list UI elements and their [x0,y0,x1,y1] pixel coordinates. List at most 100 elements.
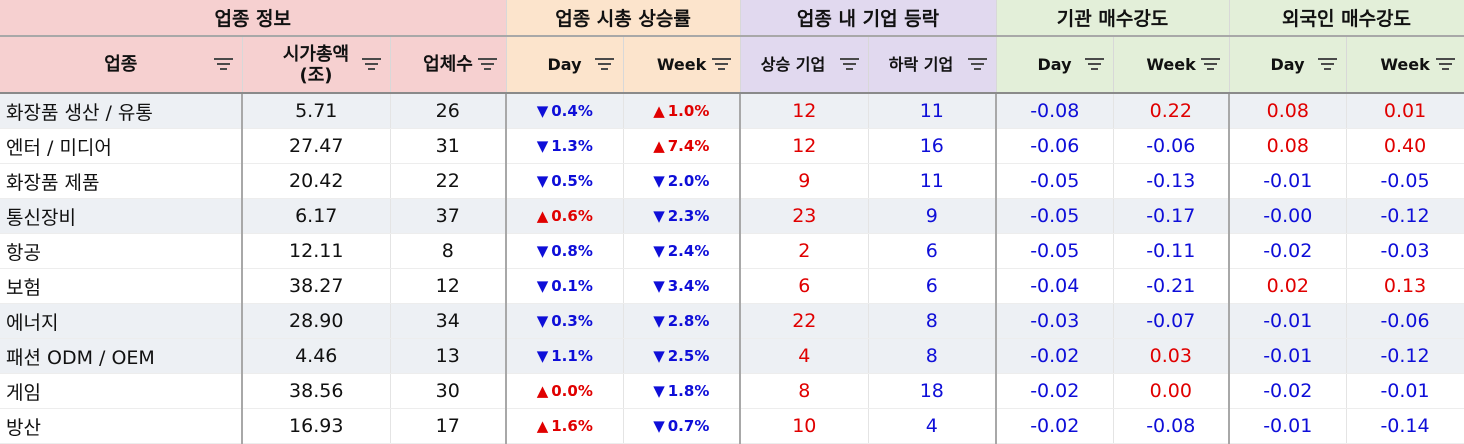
cap-week-cell: ▲ 7.4% [623,128,742,164]
col-header-foreign-week[interactable]: Week [1346,36,1464,94]
rising-count-cell: 8 [740,373,869,409]
col-header-market-cap[interactable]: 시가총액 (조) [242,36,391,94]
cap-week-cell: ▼ 2.4% [623,233,742,269]
market-cap-cell: 27.47 [242,128,391,164]
foreign-week-cell: -0.03 [1346,233,1464,269]
col-header-falling[interactable]: 하락 기업 [868,36,997,94]
foreign-day-cell: -0.00 [1229,198,1347,234]
cap-day-cell: ▲ 1.6% [506,408,624,444]
cap-day-cell: ▼ 0.4% [506,93,624,129]
filter-icon[interactable] [477,58,497,72]
col-header-cap-week[interactable]: Week [623,36,741,94]
inst-day-cell: -0.02 [996,408,1114,444]
table-row: 항공 12.11 8 ▼ 0.8% ▼ 2.4% 2 6 -0.05 -0.11 -… [0,233,1464,269]
filter-icon[interactable] [1435,58,1455,72]
triangle-down-icon: ▼ [536,242,549,260]
inst-day-cell: -0.04 [996,268,1114,304]
group-institution-strength: 기관 매수강도 [996,0,1230,37]
company-count-cell: 30 [390,373,508,409]
company-count-cell: 13 [390,338,508,374]
falling-count-cell: 16 [868,128,998,164]
company-count-cell: 22 [390,163,508,199]
company-count-cell: 37 [390,198,508,234]
cap-day-cell: ▼ 1.1% [506,338,624,374]
rising-count-cell: 22 [740,303,869,339]
sector-name: 엔터 / 미디어 [0,128,243,164]
inst-week-cell: -0.13 [1113,163,1231,199]
triangle-down-icon: ▼ [653,207,665,225]
filter-icon[interactable] [839,58,859,72]
cap-week-cell: ▼ 2.0% [623,163,742,199]
cap-week-cell: ▼ 2.5% [623,338,742,374]
cap-week-cell: ▼ 2.3% [623,198,742,234]
falling-count-cell: 8 [868,338,998,374]
market-cap-cell: 12.11 [242,233,391,269]
foreign-week-cell: -0.01 [1346,373,1464,409]
inst-week-cell: -0.06 [1113,128,1231,164]
triangle-down-icon: ▼ [653,242,665,260]
table-row: 화장품 제품 20.42 22 ▼ 0.5% ▼ 2.0% 9 11 -0.05 -… [0,163,1464,199]
triangle-down-icon: ▼ [536,137,549,155]
inst-week-cell: -0.21 [1113,268,1231,304]
col-header-inst-week[interactable]: Week [1113,36,1230,94]
filter-icon[interactable] [711,58,731,72]
triangle-up-icon: ▲ [536,382,549,400]
triangle-down-icon: ▼ [653,417,665,435]
triangle-down-icon: ▼ [536,312,549,330]
company-count-cell: 31 [390,128,508,164]
col-header-company-count[interactable]: 업체수 [390,36,507,94]
col-header-sector[interactable]: 업종 [0,36,243,94]
company-count-cell: 12 [390,268,508,304]
foreign-week-cell: 0.13 [1346,268,1464,304]
filter-icon[interactable] [213,58,233,72]
sector-name: 항공 [0,233,243,269]
foreign-week-cell: 0.40 [1346,128,1464,164]
inst-week-cell: 0.22 [1113,93,1231,129]
sector-name: 화장품 생산 / 유통 [0,93,243,129]
triangle-down-icon: ▼ [536,102,549,120]
foreign-week-cell: -0.12 [1346,198,1464,234]
triangle-up-icon: ▲ [653,137,665,155]
filter-icon[interactable] [594,58,614,72]
falling-count-cell: 8 [868,303,998,339]
rising-count-cell: 2 [740,233,869,269]
inst-week-cell: -0.11 [1113,233,1231,269]
triangle-down-icon: ▼ [536,172,549,190]
filter-icon[interactable] [1317,58,1337,72]
col-header-foreign-day[interactable]: Day [1229,36,1347,94]
foreign-day-cell: -0.02 [1229,373,1347,409]
falling-count-cell: 4 [868,408,998,444]
triangle-down-icon: ▼ [653,347,665,365]
col-market-cap-label: 시가총액 (조) [282,43,350,86]
inst-week-cell: -0.07 [1113,303,1231,339]
filter-icon[interactable] [1084,58,1104,72]
foreign-week-cell: 0.01 [1346,93,1464,129]
table-row: 엔터 / 미디어 27.47 31 ▼ 1.3% ▲ 7.4% 12 16 -0.0… [0,128,1464,164]
cap-week-cell: ▼ 1.8% [623,373,742,409]
col-cap-week-label: Week [656,55,707,74]
filter-icon[interactable] [361,58,381,72]
col-header-rising[interactable]: 상승 기업 [740,36,869,94]
col-company-count-label: 업체수 [423,54,473,76]
col-rising-label: 상승 기업 [760,55,826,74]
market-cap-cell: 38.56 [242,373,391,409]
market-cap-cell: 6.17 [242,198,391,234]
rising-count-cell: 9 [740,163,869,199]
cap-day-cell: ▼ 0.5% [506,163,624,199]
rising-count-cell: 12 [740,93,869,129]
table-row: 화장품 생산 / 유통 5.71 26 ▼ 0.4% ▲ 1.0% 12 11 -0… [0,93,1464,129]
cap-day-cell: ▼ 0.8% [506,233,624,269]
filter-icon[interactable] [1200,58,1220,72]
foreign-day-cell: -0.01 [1229,408,1347,444]
foreign-week-cell: -0.05 [1346,163,1464,199]
col-header-inst-day[interactable]: Day [996,36,1114,94]
market-cap-cell: 5.71 [242,93,391,129]
filter-icon[interactable] [967,58,987,72]
sector-name: 에너지 [0,303,243,339]
foreign-day-cell: -0.01 [1229,163,1347,199]
col-inst-day-label: Day [1037,55,1072,74]
inst-day-cell: -0.02 [996,338,1114,374]
triangle-down-icon: ▼ [653,172,665,190]
col-header-cap-day[interactable]: Day [506,36,624,94]
